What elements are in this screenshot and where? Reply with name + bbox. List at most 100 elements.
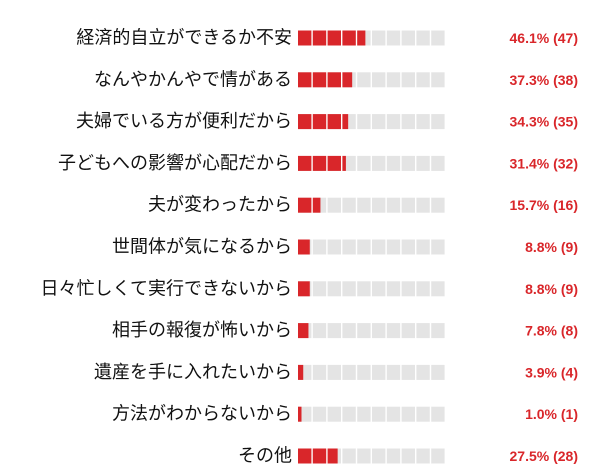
bar-segment-empty (372, 448, 386, 464)
bar-segment-empty (386, 448, 401, 464)
bar-segment-filled (342, 72, 353, 88)
bar-segment-empty (327, 281, 341, 297)
bar-segment-empty (342, 364, 356, 380)
bar-segment-empty (357, 406, 371, 422)
bar-segment-empty (386, 114, 401, 130)
category-label: 日々忙しくて実行できないから (41, 278, 292, 299)
bar-segment-empty (327, 364, 341, 380)
bar-segment-empty (327, 239, 341, 255)
value-label: 8.8% (9) (525, 239, 578, 255)
value-label: 31.4% (32) (510, 155, 578, 171)
bar-segment-filled (298, 239, 310, 255)
bar-segment-empty (342, 239, 356, 255)
bar-segment-filled (312, 448, 327, 464)
bar-segment-filled (312, 30, 327, 46)
bar-segment-empty (357, 239, 371, 255)
bar-segment-empty (357, 448, 371, 464)
bar-segment-empty (372, 30, 386, 46)
bar-segment-empty (372, 281, 386, 297)
bar-segment-empty (401, 239, 415, 255)
bar-segment-empty (431, 281, 445, 297)
bar-segment-empty (386, 364, 401, 380)
bar-segment-filled (312, 155, 327, 171)
bar-segment-empty (431, 448, 445, 464)
bar-row: 日々忙しくて実行できないから 8.8% (9) (41, 278, 578, 299)
bar-segment-filled (327, 155, 341, 171)
bar-segment-filled (298, 406, 302, 422)
bar-segment-empty (372, 364, 386, 380)
bar-segment-filled (342, 114, 349, 130)
bar-segment-filled (342, 30, 356, 46)
bar-row: なんやかんやで情がある 37.3% (38) (94, 69, 578, 90)
bar-row: 方法がわからないから 1.0% (1) (112, 404, 578, 425)
bar-segment-empty (386, 30, 401, 46)
category-label: 方法がわからないから (112, 404, 292, 425)
value-label: 7.8% (8) (525, 323, 578, 339)
bar-segment-empty (386, 406, 401, 422)
bar-segment-empty (431, 114, 445, 130)
bar-segment-empty (312, 239, 327, 255)
bar-segment-empty (401, 72, 415, 88)
bar-segment-empty (431, 197, 445, 213)
bar-segment-empty (431, 239, 445, 255)
bar-segment-filled (298, 155, 312, 171)
category-label: なんやかんやで情がある (94, 69, 292, 90)
bar-segment-empty (312, 406, 327, 422)
bar-segment-filled (298, 364, 304, 380)
bar-segment-empty (416, 323, 430, 339)
bar-row: 夫が変わったから 15.7% (16) (148, 195, 578, 216)
bar-row: 子どもへの影響が心配だから 31.4% (32) (58, 153, 578, 174)
bar-segment-filled (298, 30, 312, 46)
bar-segment-empty (312, 323, 327, 339)
bar-segment-empty (342, 323, 356, 339)
bar-row: その他 27.5% (28) (238, 446, 578, 464)
bar-segment-filled (327, 30, 341, 46)
bar-segment-filled (312, 114, 327, 130)
bar-segment-empty (401, 323, 415, 339)
bar-segment-empty (386, 72, 401, 88)
bar-segment-filled (298, 114, 312, 130)
bar-segment-empty (327, 197, 341, 213)
value-label: 3.9% (4) (525, 364, 578, 380)
bar-row: 相手の報復が怖いから 7.8% (8) (112, 320, 578, 341)
bar-segment-filled (298, 72, 312, 88)
bar-segment-empty (357, 72, 371, 88)
bar-row: 世間体が気になるから 8.8% (9) (112, 237, 578, 258)
bar-segment-empty (372, 155, 386, 171)
bar-segment-filled (342, 155, 346, 171)
bar-segment-empty (431, 30, 445, 46)
bar-segment-empty (327, 323, 341, 339)
bar-segment-empty (342, 281, 356, 297)
bar-segment-empty (416, 364, 430, 380)
bar-segment-filled (298, 281, 310, 297)
category-label: 相手の報復が怖いから (112, 320, 292, 341)
bar-segment-empty (431, 364, 445, 380)
bar-segment-filled (298, 448, 312, 464)
bar-segment-empty (416, 281, 430, 297)
bar-segment-filled (327, 448, 338, 464)
bar-segment-empty (386, 197, 401, 213)
category-label: 夫婦でいる方が便利だから (76, 111, 292, 132)
bar-segment-empty (401, 364, 415, 380)
bar-segment-empty (327, 406, 341, 422)
bar-segment-empty (372, 323, 386, 339)
bar-segment-empty (342, 448, 356, 464)
bar-segment-empty (386, 323, 401, 339)
bar-segment-empty (401, 114, 415, 130)
bar-segment-empty (416, 406, 430, 422)
bar-segment-empty (372, 197, 386, 213)
bar-segment-empty (372, 406, 386, 422)
category-label: その他 (238, 446, 292, 464)
value-label: 1.0% (1) (525, 406, 578, 422)
bar-segment-empty (357, 155, 371, 171)
value-label: 27.5% (28) (510, 448, 578, 464)
bar-segment-empty (342, 406, 356, 422)
bar-segment-empty (312, 364, 327, 380)
bar-segment-empty (357, 281, 371, 297)
bar-segment-empty (431, 323, 445, 339)
bar-segment-empty (401, 155, 415, 171)
bar-segment-empty (357, 364, 371, 380)
bar-row: 遺産を手に入れたいから 3.9% (4) (94, 362, 578, 383)
bar-segment-empty (416, 72, 430, 88)
